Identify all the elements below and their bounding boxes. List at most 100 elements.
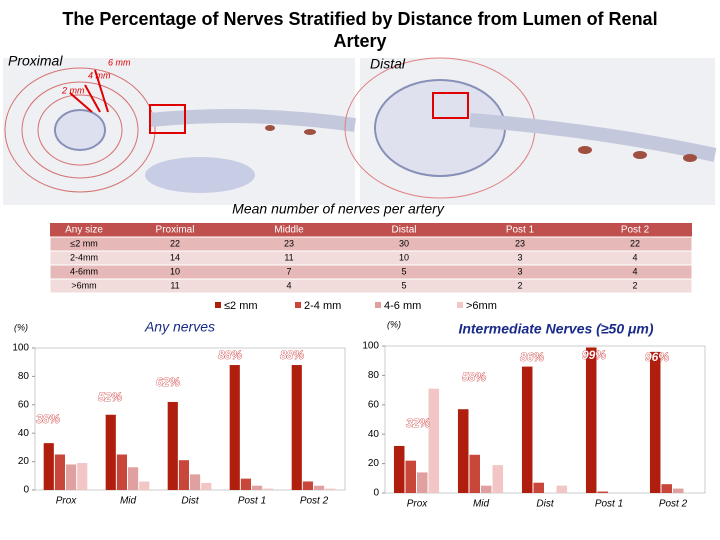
table-row-bg xyxy=(49,264,693,280)
image-label: Distal xyxy=(370,56,406,72)
bar xyxy=(325,488,336,490)
bar xyxy=(54,454,65,490)
x-tick-label: Prox xyxy=(56,496,78,507)
annotation: 38% xyxy=(36,412,60,426)
legend-swatch xyxy=(457,302,463,308)
table-row-bg xyxy=(49,250,693,266)
legend: ≤2 mm 2-4 mm 4-6 mm >6mm xyxy=(215,300,497,312)
table-header: Post 1 xyxy=(506,225,535,236)
annotation: 86% xyxy=(520,350,544,364)
table-row-bg xyxy=(49,236,693,252)
bar xyxy=(201,482,212,490)
image-label: Proximal xyxy=(8,53,63,69)
bar xyxy=(673,488,684,493)
table-cell: 3 xyxy=(517,252,522,262)
table-cell: 2-4mm xyxy=(70,252,98,262)
bar xyxy=(661,484,672,493)
table-cell: 14 xyxy=(170,252,180,262)
arrow xyxy=(84,84,101,113)
distance-label: 2 mm xyxy=(61,85,85,95)
x-tick-label: Mid xyxy=(120,496,137,507)
table-cell: 10 xyxy=(399,252,409,262)
legend-swatch xyxy=(375,302,381,308)
y-tick-label: 60 xyxy=(368,399,380,410)
y-tick-label: 20 xyxy=(18,456,30,467)
bar xyxy=(43,443,54,490)
legend-swatch xyxy=(215,302,221,308)
bar xyxy=(393,445,405,493)
table-cell: 10 xyxy=(170,266,180,276)
x-tick-label: Post 2 xyxy=(300,496,329,507)
bar xyxy=(481,485,492,493)
x-tick-label: Post 2 xyxy=(659,499,688,510)
table-cell: 30 xyxy=(399,238,409,248)
bar xyxy=(291,365,302,490)
bar xyxy=(405,460,416,493)
table-cell: 3 xyxy=(517,266,522,276)
y-tick-label: 100 xyxy=(362,341,379,352)
legend-label: 4-6 mm xyxy=(384,300,421,312)
y-tick-label: 80 xyxy=(18,371,30,382)
annotation: 99% xyxy=(582,348,606,362)
table-cell: 5 xyxy=(401,266,406,276)
table-cell: 5 xyxy=(401,280,406,290)
annotation: 96% xyxy=(645,350,669,364)
y-axis-label: (%) xyxy=(387,319,401,329)
table-cell: 22 xyxy=(630,238,640,248)
bar xyxy=(77,463,88,490)
y-tick-label: 40 xyxy=(18,428,30,439)
table-header: Any size xyxy=(65,225,103,236)
table-header: Post 2 xyxy=(621,225,650,236)
table-cell: 23 xyxy=(284,238,294,248)
bar xyxy=(428,388,440,493)
bar xyxy=(139,481,150,490)
bar xyxy=(649,351,661,493)
bar xyxy=(597,491,608,493)
bar xyxy=(178,460,189,490)
annotation: 52% xyxy=(98,390,122,404)
y-tick-label: 0 xyxy=(373,488,379,499)
table-cell: 4 xyxy=(632,252,637,262)
arrow xyxy=(94,69,109,113)
bar xyxy=(190,474,201,490)
table-header: Distal xyxy=(391,225,416,236)
charts: Any nerves (%) 0 20 40 60 80 100 Prox 38% Mid 52% Di… xyxy=(12,319,706,510)
legend-label: 2-4 mm xyxy=(304,300,341,312)
bar xyxy=(105,414,116,490)
annotation: 58% xyxy=(462,370,486,384)
legend-swatch xyxy=(295,302,301,308)
y-tick-label: 60 xyxy=(18,399,30,410)
annotation: 62% xyxy=(156,375,180,389)
annotation: 88% xyxy=(280,348,304,362)
y-tick-label: 0 xyxy=(23,485,29,496)
x-tick-label: Mid xyxy=(473,499,490,510)
bar xyxy=(469,454,480,493)
x-tick-label: Dist xyxy=(181,496,199,507)
x-tick-label: Post 1 xyxy=(238,496,266,507)
table-cell: 2 xyxy=(517,280,522,290)
x-tick-label: Dist xyxy=(536,499,554,510)
bar xyxy=(457,409,469,493)
annotation: 88% xyxy=(218,348,242,362)
legend-label: >6mm xyxy=(466,300,497,312)
bar xyxy=(585,347,597,493)
bar xyxy=(417,472,428,493)
chart-title: Any nerves xyxy=(144,319,215,335)
table-cell: >6mm xyxy=(71,280,96,290)
table-cell: 11 xyxy=(284,252,293,262)
table-row-bg xyxy=(49,278,693,294)
bar xyxy=(556,485,568,493)
chart-title: Intermediate Nerves (≥50 μm) xyxy=(458,321,653,337)
bar xyxy=(263,488,274,490)
bar xyxy=(128,467,139,490)
table-cell: 23 xyxy=(515,238,525,248)
image-left xyxy=(3,58,356,205)
y-tick-label: 100 xyxy=(12,343,29,354)
table: Any size Proximal Middle Distal Post 1 Post 2… xyxy=(49,223,693,294)
y-tick-label: 40 xyxy=(368,429,380,440)
bar xyxy=(302,481,313,490)
title: The Percentage of Nerves Stratified by D… xyxy=(62,9,657,29)
table-header: Proximal xyxy=(156,225,195,236)
table-cell: 4 xyxy=(632,266,637,276)
